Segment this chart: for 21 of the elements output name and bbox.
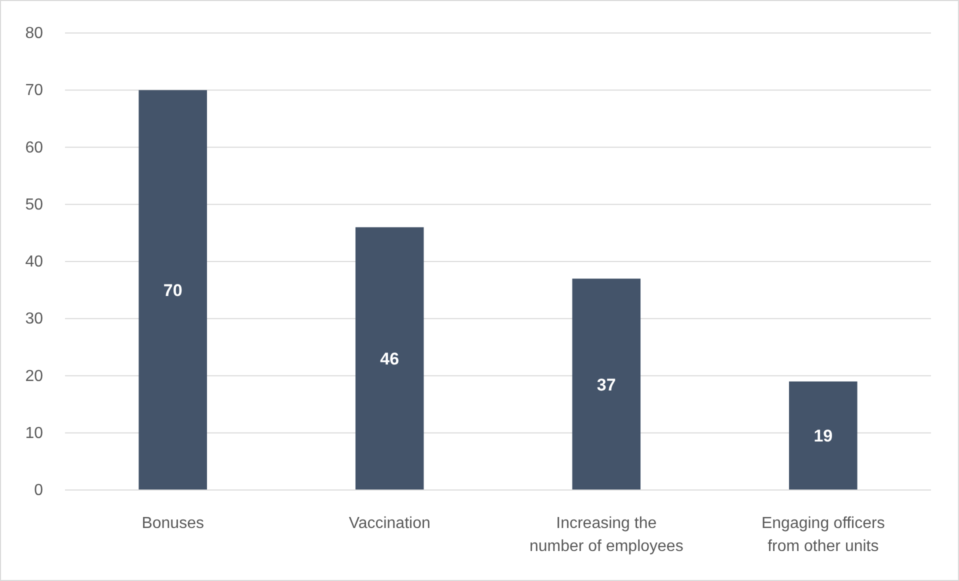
y-tick-label: 50	[25, 196, 44, 214]
data-label: 37	[596, 375, 616, 394]
x-tick-label: Vaccination	[348, 515, 430, 532]
y-tick-label: 60	[25, 139, 44, 156]
x-tick-label: Bonuses	[142, 515, 204, 532]
y-tick-label: 70	[25, 82, 44, 100]
bar	[138, 90, 207, 490]
bar	[572, 278, 641, 490]
x-tick-label: Increasing the number of employees	[529, 515, 684, 555]
y-tick-label: 10	[25, 424, 44, 442]
y-tick-label: 40	[25, 254, 44, 270]
y-tick-label: 0	[34, 482, 44, 499]
bar	[355, 227, 424, 490]
bar	[789, 381, 858, 490]
data-label: 70	[163, 281, 182, 300]
data-label: 19	[814, 426, 833, 446]
y-tick-label: 20	[25, 368, 44, 385]
y-tick-label: 30	[25, 310, 44, 328]
y-tick-label: 80	[25, 25, 44, 42]
data-label: 46	[380, 350, 400, 369]
x-tick-label: Engaging officers from other units	[761, 515, 885, 555]
